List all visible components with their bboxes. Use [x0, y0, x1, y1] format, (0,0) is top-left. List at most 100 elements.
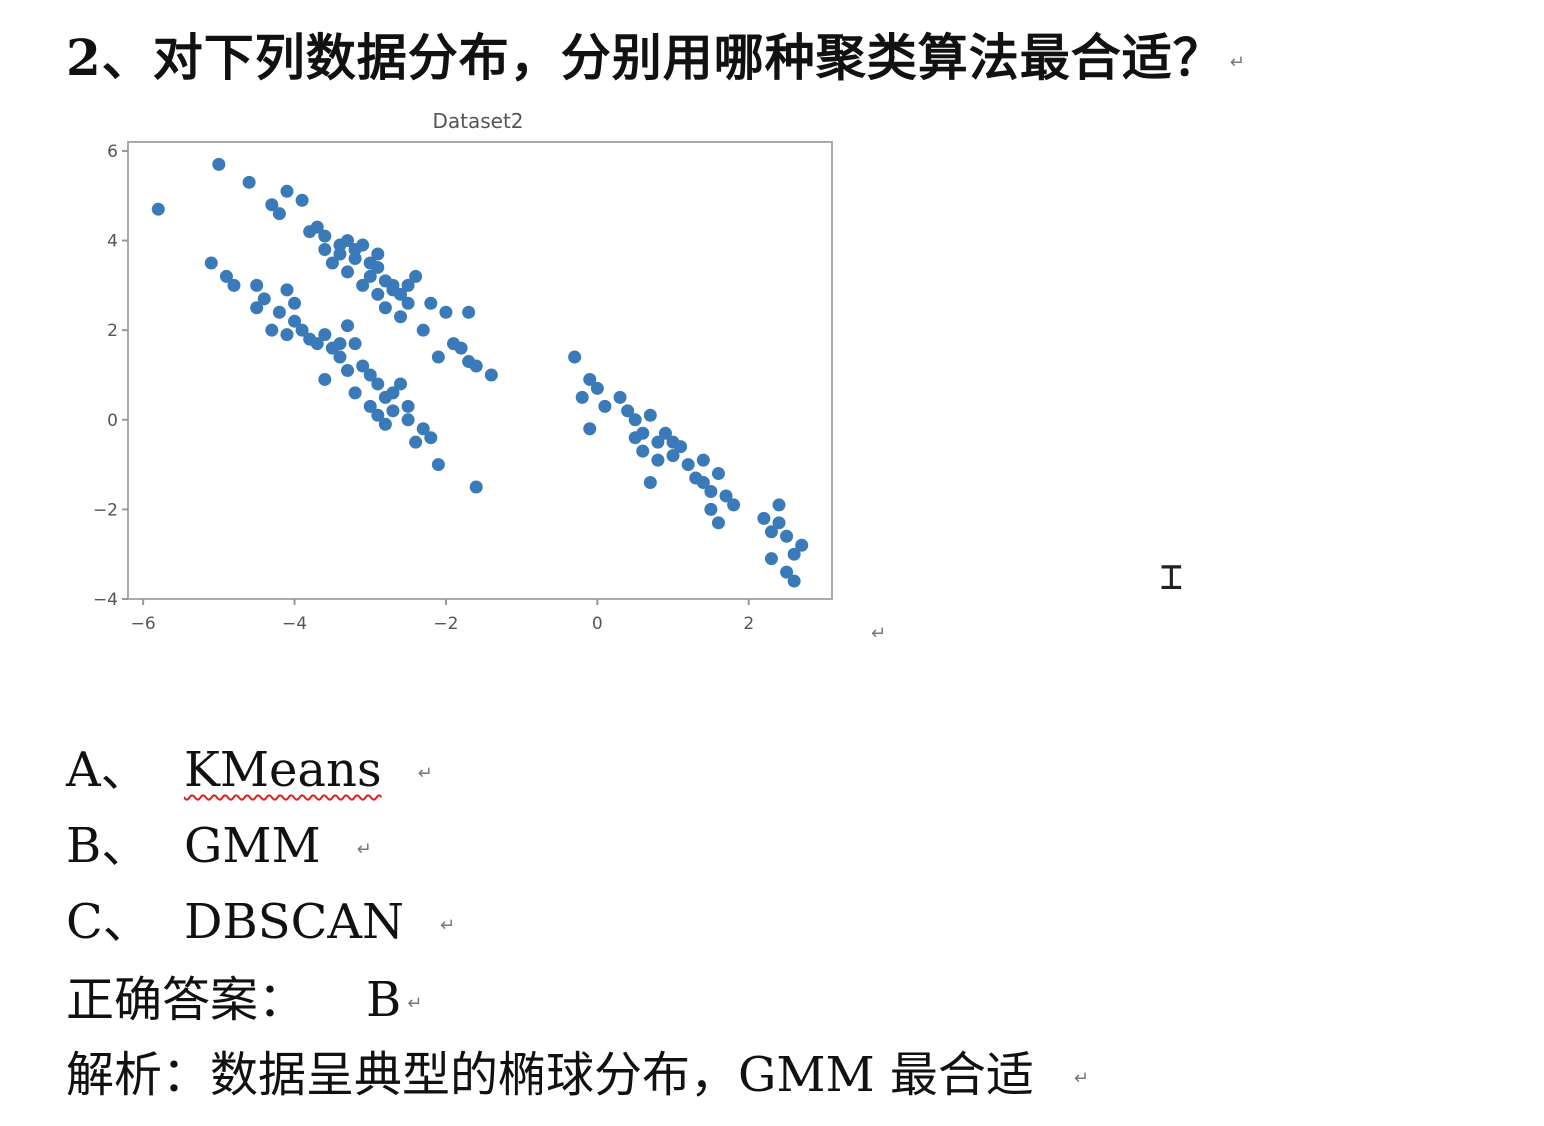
data-point — [151, 202, 165, 216]
paragraph-mark-icon: ↵ — [417, 763, 433, 784]
data-point — [363, 368, 377, 382]
data-point — [242, 175, 256, 189]
data-point — [575, 390, 589, 404]
question-text: 2、对下列数据分布，分别用哪种聚类算法最合适？ — [66, 28, 1224, 87]
data-point — [318, 372, 332, 386]
data-point — [469, 359, 483, 373]
option-letter: B、 — [66, 818, 150, 874]
data-point — [651, 453, 665, 467]
data-point — [780, 529, 794, 543]
data-point — [590, 381, 604, 395]
data-point — [643, 408, 657, 422]
option-a[interactable]: A、 KMeans ↵ — [66, 730, 433, 800]
option-b[interactable]: B、 GMM ↵ — [66, 806, 372, 876]
data-point — [280, 283, 294, 297]
data-point — [431, 350, 445, 364]
data-point — [371, 408, 385, 422]
data-point — [795, 538, 809, 552]
data-point — [333, 350, 347, 364]
option-letter: C、 — [66, 894, 151, 950]
x-tick-label: −6 — [131, 614, 156, 634]
data-point — [257, 292, 271, 306]
paragraph-mark-icon: ↵ — [1073, 1068, 1089, 1089]
data-point — [227, 278, 241, 292]
data-point — [288, 314, 302, 328]
data-point — [250, 278, 264, 292]
data-point — [658, 426, 672, 440]
data-point — [772, 516, 786, 530]
paragraph-mark-icon: ↵ — [407, 993, 423, 1014]
y-tick-label: 6 — [107, 142, 118, 162]
data-point — [621, 404, 635, 418]
data-point — [265, 323, 279, 337]
data-point — [371, 260, 385, 274]
data-point — [583, 422, 597, 436]
y-tick-label: −4 — [93, 590, 118, 610]
data-point — [568, 350, 582, 364]
data-point — [204, 256, 218, 270]
data-point — [764, 525, 778, 539]
chart-title: Dataset2 — [432, 109, 523, 133]
data-point — [416, 323, 430, 337]
data-point — [250, 301, 264, 315]
data-point — [636, 444, 650, 458]
data-point — [409, 435, 423, 449]
data-point — [280, 328, 294, 342]
axis-ticks: −6 −4 −2 0 2 −4 −2 0 2 4 6 — [93, 142, 754, 634]
data-point — [727, 498, 741, 512]
data-point — [333, 337, 347, 351]
data-point — [757, 511, 771, 525]
data-point — [787, 547, 801, 561]
question-title: 2、对下列数据分布，分别用哪种聚类算法最合适？ ↵ — [66, 18, 1246, 90]
option-text: KMeans — [184, 742, 382, 798]
data-point — [363, 399, 377, 413]
data-point — [348, 337, 362, 351]
data-point — [272, 207, 286, 221]
data-point — [764, 552, 778, 566]
scatter-chart-svg: Dataset2 −6 −4 −2 0 2 −4 −2 0 2 4 6 — [93, 109, 833, 634]
data-point — [310, 337, 324, 351]
data-point — [469, 480, 483, 494]
data-point — [219, 269, 233, 283]
data-point — [704, 484, 718, 498]
data-point — [711, 516, 725, 530]
data-point — [431, 458, 445, 472]
data-point — [341, 364, 355, 377]
x-tick-label: 0 — [592, 614, 603, 634]
option-letter: A、 — [66, 742, 149, 798]
data-point — [719, 489, 733, 503]
data-point — [424, 431, 438, 445]
data-point — [295, 193, 309, 207]
data-point — [272, 305, 286, 319]
data-point — [628, 431, 642, 445]
answer-label: 正确答案： — [66, 972, 307, 1028]
data-point — [333, 247, 347, 261]
data-point — [787, 574, 801, 588]
x-tick-label: 2 — [743, 614, 754, 634]
data-point — [439, 305, 453, 319]
answer-value: B — [366, 972, 402, 1028]
data-point — [613, 390, 627, 404]
analysis-text: 解析：数据呈典型的椭球分布，GMM 最合适 — [66, 1047, 1034, 1103]
data-point — [356, 359, 370, 373]
data-point — [651, 435, 665, 449]
data-point — [666, 449, 680, 463]
data-point — [341, 265, 355, 279]
option-c[interactable]: C、 DBSCAN ↵ — [66, 882, 455, 952]
data-point — [780, 565, 794, 579]
data-point — [303, 225, 317, 239]
data-point — [704, 502, 718, 516]
data-point — [371, 377, 385, 391]
data-point — [696, 453, 710, 467]
plot-frame — [127, 141, 833, 600]
data-point — [401, 413, 415, 427]
data-point — [401, 399, 415, 413]
paragraph-mark-icon: ↵ — [871, 623, 887, 644]
data-point — [394, 310, 408, 324]
data-point — [409, 269, 423, 283]
data-points — [151, 157, 809, 588]
data-point — [772, 498, 786, 512]
correct-answer: 正确答案： B ↵ — [66, 960, 422, 1030]
data-point — [318, 243, 332, 257]
option-text: GMM — [184, 818, 321, 874]
